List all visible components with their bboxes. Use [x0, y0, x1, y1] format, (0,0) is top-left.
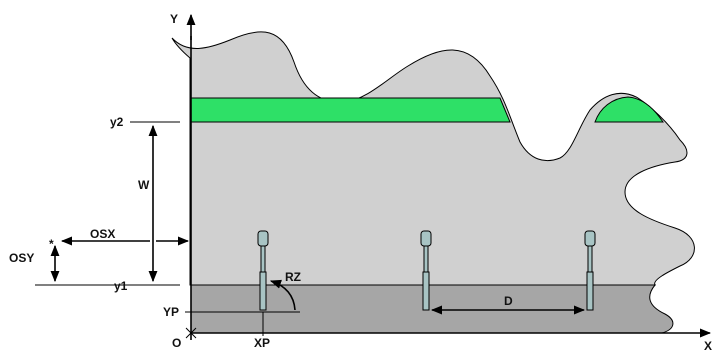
osx-label: OSX: [90, 227, 115, 241]
sensor-2: [420, 230, 432, 311]
green-band-right: [594, 96, 664, 123]
sensor-1-body: [259, 271, 267, 311]
sensor-2-stem: [423, 245, 429, 273]
sensor-2-body: [422, 271, 430, 311]
rz-arc: [269, 279, 296, 311]
osy-label: OSY: [9, 251, 34, 265]
sensor-3: [584, 230, 596, 311]
green-band-left: [190, 97, 511, 123]
rz-label: RZ: [285, 270, 301, 284]
sensor-3-stem: [587, 245, 593, 273]
y-axis-label: Y: [170, 12, 178, 26]
yp-label: YP: [163, 305, 179, 319]
d-label: D: [504, 294, 513, 308]
sensor-3-head: [584, 230, 596, 247]
w-label: W: [138, 178, 150, 192]
origin-label: O: [172, 336, 181, 350]
sensor-2-head: [420, 230, 432, 247]
sensor-1: [257, 230, 269, 311]
sensor-1-head: [257, 230, 269, 247]
light-region: [171, 31, 695, 286]
sensor-3-body: [586, 271, 594, 311]
y1-label: y1: [114, 279, 128, 293]
x-axis-label: X: [704, 339, 712, 353]
y2-label: y2: [110, 115, 124, 129]
reference-point-star: *: [49, 237, 54, 251]
sensor-1-stem: [260, 245, 266, 273]
origin-cross-b: [185, 327, 197, 339]
xp-label: XP: [254, 336, 270, 350]
